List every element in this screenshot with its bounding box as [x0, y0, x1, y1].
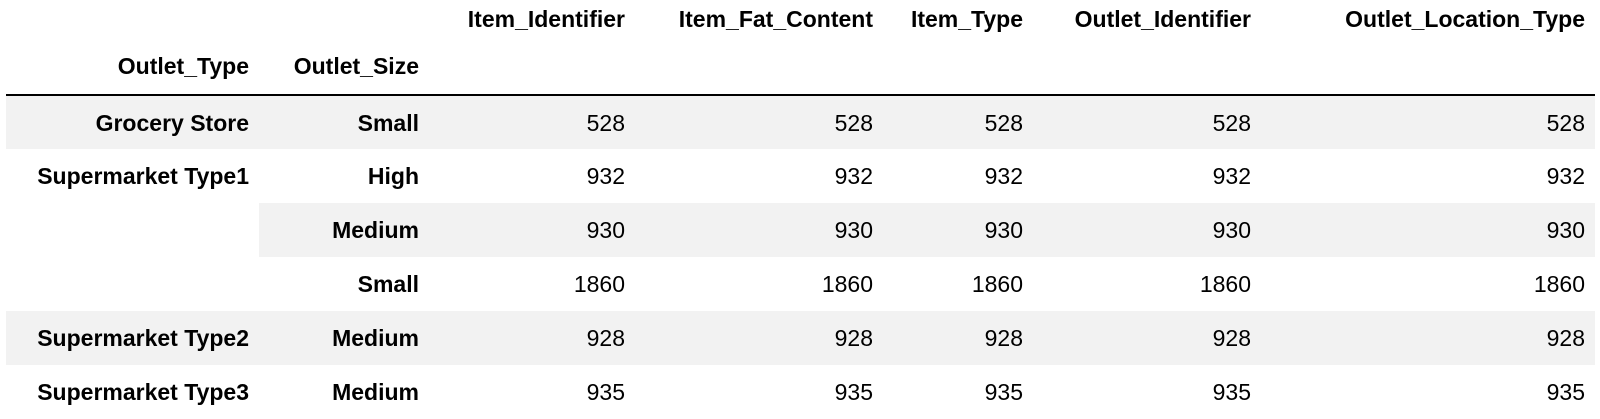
table-row: Grocery Store Small 528 528 528 528 528 — [6, 95, 1595, 149]
table-cell: 528 — [1033, 95, 1261, 149]
table-cell: 935 — [834, 379, 873, 405]
table-header: Item_Identifier Item_Fat_Content Item_Ty… — [6, 0, 1595, 96]
index-name-header: Outlet_Size — [259, 38, 429, 96]
table-cell: 932 — [984, 163, 1023, 189]
row-index-outlet-type: Supermarket Type1 — [37, 163, 249, 189]
row-index-outlet-size: Small — [357, 271, 419, 297]
header-blank-cell — [635, 38, 883, 96]
column-header: Item_Fat_Content — [678, 6, 873, 32]
row-index-outlet-size: Medium — [259, 203, 429, 257]
column-header: Outlet_Location_Type — [1345, 6, 1585, 32]
table-cell: 1860 — [971, 271, 1023, 297]
row-index-outlet-size: Medium — [332, 379, 419, 405]
table-cell: 528 — [1261, 95, 1595, 149]
header-blank-cell — [6, 0, 259, 38]
table-cell: 1860 — [821, 271, 873, 297]
column-header: Item_Identifier — [467, 6, 625, 32]
column-header: Item_Type — [910, 6, 1023, 32]
table-cell: 935 — [1212, 379, 1251, 405]
table-cell: 932 — [834, 163, 873, 189]
row-index-outlet-type: Supermarket Type3 — [37, 379, 249, 405]
table-row: Supermarket Type3 Medium 935 935 935 935… — [6, 365, 1595, 419]
row-index-outlet-size: High — [367, 163, 419, 189]
row-index-outlet-size: Medium — [259, 311, 429, 365]
table-cell: 1860 — [1533, 271, 1585, 297]
table-cell: 928 — [883, 311, 1033, 365]
table-cell: 930 — [883, 203, 1033, 257]
row-index-outlet-type: Supermarket Type2 — [6, 311, 259, 365]
table-cell: 932 — [1546, 163, 1585, 189]
table-cell: 928 — [1261, 311, 1595, 365]
table-body: Grocery Store Small 528 528 528 528 528 … — [6, 95, 1595, 419]
table-cell: 930 — [1261, 203, 1595, 257]
table-cell: 928 — [1033, 311, 1261, 365]
table-cell: 935 — [984, 379, 1023, 405]
table-cell: 932 — [1212, 163, 1251, 189]
table-cell: 935 — [1546, 379, 1585, 405]
table-cell: 1860 — [1199, 271, 1251, 297]
table-cell: 930 — [1033, 203, 1261, 257]
header-blank-cell — [1261, 38, 1595, 96]
index-name-header: Outlet_Type — [6, 38, 259, 96]
table-cell: 528 — [429, 95, 635, 149]
table-cell: 930 — [429, 203, 635, 257]
grouped-count-table: Item_Identifier Item_Fat_Content Item_Ty… — [6, 0, 1595, 419]
table-row: Small 1860 1860 1860 1860 1860 — [6, 257, 1595, 311]
table-cell: 528 — [883, 95, 1033, 149]
header-blank-cell — [429, 38, 635, 96]
table-cell: 935 — [586, 379, 625, 405]
table-row: Supermarket Type1 High 932 932 932 932 9… — [6, 149, 1595, 203]
column-header-row: Item_Identifier Item_Fat_Content Item_Ty… — [6, 0, 1595, 38]
table-row: Supermarket Type2 Medium 928 928 928 928… — [6, 311, 1595, 365]
table-cell: 930 — [635, 203, 883, 257]
row-index-outlet-type: Grocery Store — [6, 95, 259, 149]
table-cell: 1860 — [573, 271, 625, 297]
index-name-row: Outlet_Type Outlet_Size — [6, 38, 1595, 96]
header-blank-cell — [883, 38, 1033, 96]
header-blank-cell — [1033, 38, 1261, 96]
header-blank-cell — [259, 0, 429, 38]
table-cell: 928 — [429, 311, 635, 365]
table-cell: 932 — [586, 163, 625, 189]
table-cell: 928 — [635, 311, 883, 365]
table-cell: 528 — [635, 95, 883, 149]
table-row: Medium 930 930 930 930 930 — [6, 203, 1595, 257]
row-index-outlet-size: Small — [259, 95, 429, 149]
column-header: Outlet_Identifier — [1074, 6, 1251, 32]
